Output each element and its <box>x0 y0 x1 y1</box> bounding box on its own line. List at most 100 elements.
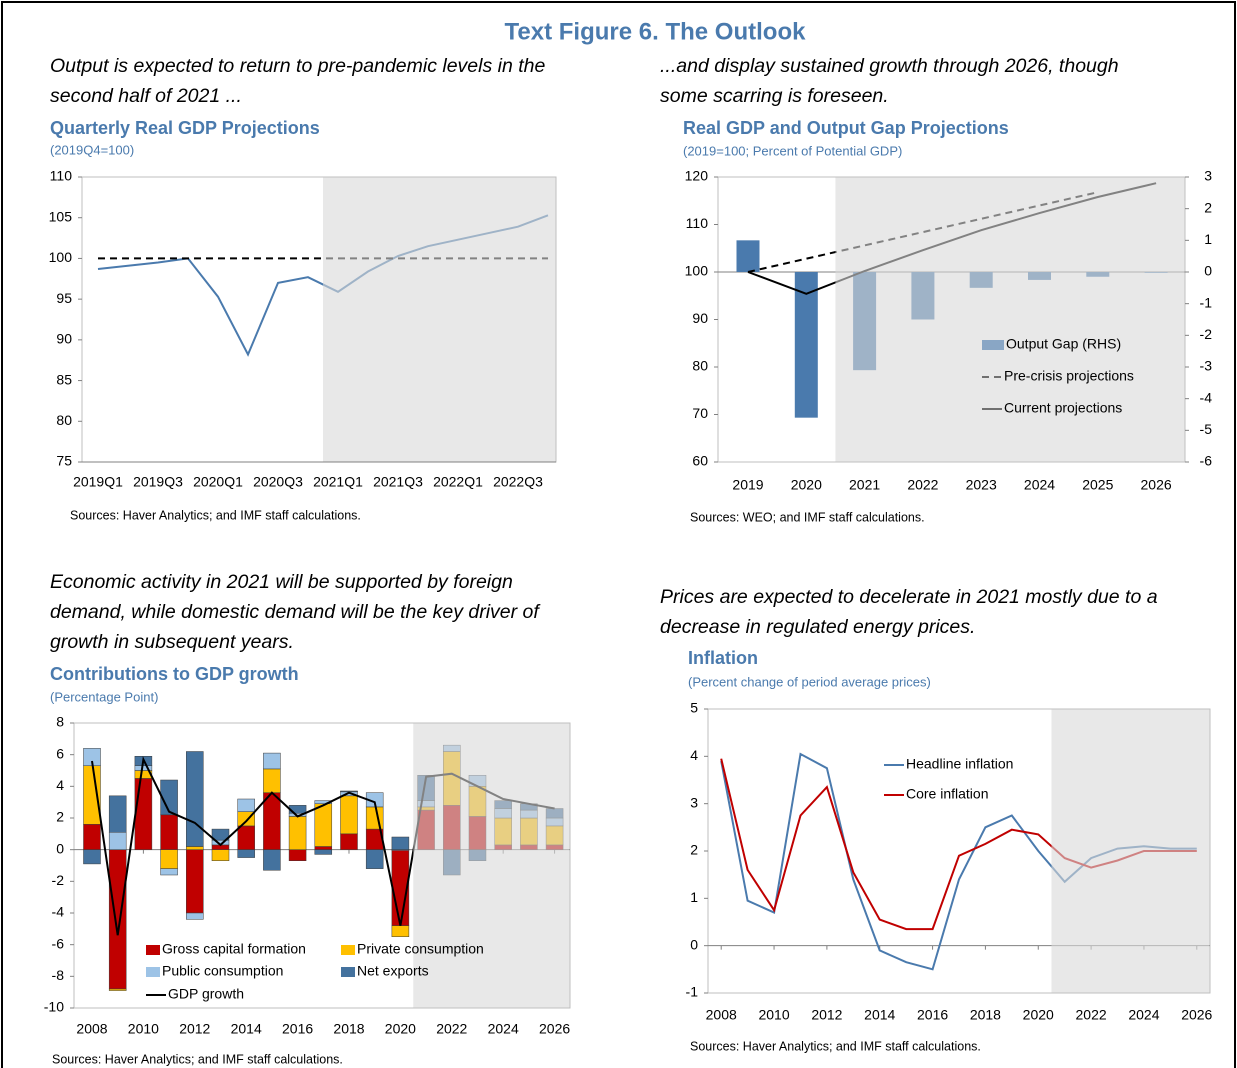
bar <box>186 849 204 914</box>
y-tick-label: -2 <box>52 872 65 888</box>
chart-subtitle: (Percent change of period average prices… <box>688 674 931 689</box>
y2-tick-label: -2 <box>1200 326 1213 342</box>
y2-tick-label: -1 <box>1200 294 1213 310</box>
y-tick-label: 8 <box>56 714 64 730</box>
bar <box>108 795 127 833</box>
x-tick-label: 2024 <box>1024 477 1055 493</box>
legend-swatch <box>341 945 355 955</box>
legend-label: Current projections <box>1004 400 1122 416</box>
bar <box>83 849 101 865</box>
x-tick-label: 2008 <box>706 1007 737 1023</box>
chart-subtitle: (2019=100; Percent of Potential GDP) <box>683 143 902 158</box>
x-tick-label: 2026 <box>1141 477 1172 493</box>
y2-tick-label: 0 <box>1204 263 1212 279</box>
bar <box>391 836 410 850</box>
legend-swatch <box>146 945 160 955</box>
x-tick-label: 2014 <box>864 1007 895 1023</box>
x-tick-label: 2019Q1 <box>73 474 123 490</box>
legend-label: Net exports <box>357 963 429 979</box>
bar <box>186 912 204 920</box>
x-tick-label: 2020Q1 <box>193 474 243 490</box>
x-tick-label: 2020 <box>1023 1007 1054 1023</box>
chart-subtitle: (Percentage Point) <box>50 689 158 704</box>
bar <box>365 806 384 830</box>
y2-tick-label: 2 <box>1204 199 1212 215</box>
caption: demand, while domestic demand will be th… <box>50 601 541 623</box>
bar <box>160 779 178 816</box>
x-tick-label: 2020Q3 <box>253 474 303 490</box>
x-tick-label: 2012 <box>811 1007 842 1023</box>
y-tick-label: 0 <box>56 840 64 856</box>
legend-label: Gross capital formation <box>162 941 306 957</box>
x-tick-label: 2024 <box>1128 1007 1159 1023</box>
bar <box>211 828 230 841</box>
bar <box>186 846 204 850</box>
chart-title: Real GDP and Output Gap Projections <box>683 118 1009 138</box>
source-note: Sources: Haver Analytics; and IMF staff … <box>70 508 361 522</box>
y-tick-label: 0 <box>690 936 698 952</box>
source-note: Sources: Haver Analytics; and IMF staff … <box>52 1052 343 1066</box>
x-tick-label: 2019 <box>732 477 763 493</box>
x-tick-label: 2022 <box>436 1021 467 1037</box>
x-tick-label: 2021 <box>849 477 880 493</box>
legend-label: Private consumption <box>357 941 484 957</box>
caption: some scarring is foreseen. <box>660 85 889 107</box>
bar <box>794 272 818 418</box>
x-tick-label: 2021Q1 <box>313 474 363 490</box>
y-tick-label: 2 <box>690 842 698 858</box>
y2-tick-label: -6 <box>1200 453 1213 469</box>
legend-label: Headline inflation <box>906 756 1013 772</box>
y-tick-label: 3 <box>690 794 698 810</box>
y-tick-label: 1 <box>690 889 698 905</box>
y-tick-label: 2 <box>56 809 64 825</box>
y-tick-label: 120 <box>685 168 709 184</box>
x-tick-label: 2022 <box>1076 1007 1107 1023</box>
caption: ...and display sustained growth through … <box>660 55 1119 77</box>
x-tick-label: 2018 <box>333 1021 364 1037</box>
x-tick-label: 2020 <box>791 477 822 493</box>
plot-frame <box>73 722 571 1009</box>
bar <box>160 814 178 850</box>
bar <box>314 803 333 847</box>
bar <box>263 768 281 793</box>
y-tick-label: 75 <box>56 453 72 469</box>
y-tick-label: 100 <box>685 263 709 279</box>
x-tick-label: 2026 <box>1181 1007 1212 1023</box>
bar <box>237 825 255 850</box>
bar <box>314 846 333 850</box>
y-tick-label: 80 <box>692 358 708 374</box>
bar <box>736 240 760 272</box>
figure-title: Text Figure 6. The Outlook <box>505 18 807 45</box>
projection-shade <box>835 177 1185 462</box>
y-tick-label: 4 <box>56 777 64 793</box>
chart-title: Inflation <box>688 648 758 668</box>
legend-label: Core inflation <box>906 786 989 802</box>
x-tick-label: 2012 <box>179 1021 210 1037</box>
bar <box>108 988 127 991</box>
x-tick-label: 2022Q1 <box>433 474 483 490</box>
y-tick-label: -6 <box>52 935 65 951</box>
x-tick-label: 2021Q3 <box>373 474 423 490</box>
y-tick-label: 6 <box>56 745 64 761</box>
source-note: Sources: Haver Analytics; and IMF staff … <box>690 1039 981 1053</box>
bar <box>211 849 230 862</box>
caption: growth in subsequent years. <box>50 631 294 653</box>
y2-tick-label: 3 <box>1204 168 1212 184</box>
x-tick-label: 2020 <box>385 1021 416 1037</box>
x-tick-label: 2014 <box>231 1021 262 1037</box>
x-tick-label: 2023 <box>966 477 997 493</box>
projection-shade <box>1051 709 1210 993</box>
y-tick-label: -4 <box>52 904 65 920</box>
projection-shade <box>413 723 570 1008</box>
bar <box>237 798 255 812</box>
bar <box>108 849 127 990</box>
x-tick-label: 2026 <box>539 1021 570 1037</box>
y-tick-label: 110 <box>50 168 73 184</box>
chart-title: Contributions to GDP growth <box>50 664 299 684</box>
bar <box>83 824 101 850</box>
legend-label: GDP growth <box>168 986 244 1002</box>
legend-swatch <box>146 967 160 977</box>
legend-swatch <box>982 340 1004 350</box>
x-tick-label: 2010 <box>128 1021 159 1037</box>
